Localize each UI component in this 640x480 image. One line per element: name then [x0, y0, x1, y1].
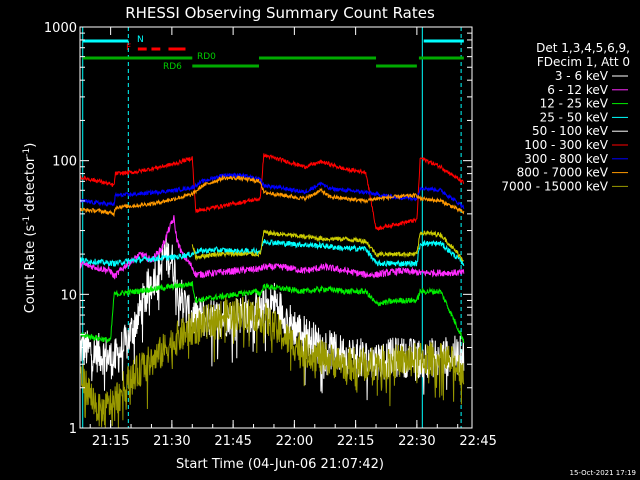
- series-line-5: [79, 153, 465, 232]
- flag-label-rd6: RD6: [163, 62, 182, 72]
- plot-area: NF RD0 RD6 21:15 21:30 21:45 22:00 22:15 22:30 2…: [44, 21, 497, 449]
- y-tick-label-2: 100: [52, 155, 77, 170]
- series-line-9: [191, 229, 464, 262]
- y-tick-label-3: 1000: [44, 21, 77, 36]
- series-line-2: [79, 281, 465, 344]
- legend-header-line2: FDecim 1, Att 0: [537, 55, 630, 69]
- x-tick-label-6: 22:45: [459, 434, 496, 449]
- legend-label-4: 50 - 100 keV: [532, 124, 609, 138]
- legend-label-2: 12 - 25 keV: [540, 97, 609, 111]
- y-axis-label-main: Count Rate (s: [23, 225, 38, 314]
- series-line-8: [79, 296, 465, 429]
- y-tick-label-0: 1: [69, 422, 77, 437]
- flag-label-n: N: [137, 35, 144, 45]
- x-tick-label-2: 21:45: [214, 434, 251, 449]
- x-tick-label-4: 22:15: [337, 434, 374, 449]
- x-axis-label: Start Time (04-Jun-06 21:07:42): [176, 457, 384, 472]
- legend-label-0: 3 - 6 keV: [555, 69, 609, 83]
- y-axis-label-sup1: -1: [22, 216, 32, 225]
- y-axis-label-sup2: -1: [22, 148, 32, 157]
- flag-label-rd0: RD0: [197, 52, 216, 62]
- x-tick-label-1: 21:30: [153, 434, 190, 449]
- chart-title: RHESSI Observing Summary Count Rates: [125, 4, 435, 22]
- x-tick-label-0: 21:15: [92, 434, 129, 449]
- footer-date: 15-Oct-2021 17:19: [570, 469, 636, 477]
- legend-label-1: 6 - 12 keV: [547, 83, 609, 97]
- x-tick-label-5: 22:30: [398, 434, 435, 449]
- legend-header-line1: Det 1,3,4,5,6,9,: [536, 41, 630, 55]
- y-axis-label-mid: detector: [23, 156, 38, 216]
- legend-label-8: 7000 - 15000 keV: [501, 179, 608, 193]
- plot-frame: [79, 26, 473, 429]
- y-axis-label-end: ): [23, 143, 38, 148]
- series-line-7: [79, 174, 465, 218]
- y-axis-label: Count Rate (s-1 detector-1): [22, 143, 38, 314]
- legend-label-7: 800 - 7000 keV: [517, 166, 609, 180]
- legend-label-3: 25 - 50 keV: [540, 110, 609, 124]
- legend-label-6: 300 - 800 keV: [524, 152, 608, 166]
- series-line-6: [79, 172, 465, 210]
- legend-label-5: 100 - 300 keV: [524, 138, 608, 152]
- flag-label-f: F: [126, 43, 131, 53]
- series-line-3: [79, 238, 465, 268]
- legend: Det 1,3,4,5,6,9, FDecim 1, Att 0 3 - 6 k…: [501, 41, 630, 193]
- x-tick-label-3: 22:00: [276, 434, 313, 449]
- series-line-1: [79, 215, 465, 280]
- y-tick-label-1: 10: [60, 288, 77, 303]
